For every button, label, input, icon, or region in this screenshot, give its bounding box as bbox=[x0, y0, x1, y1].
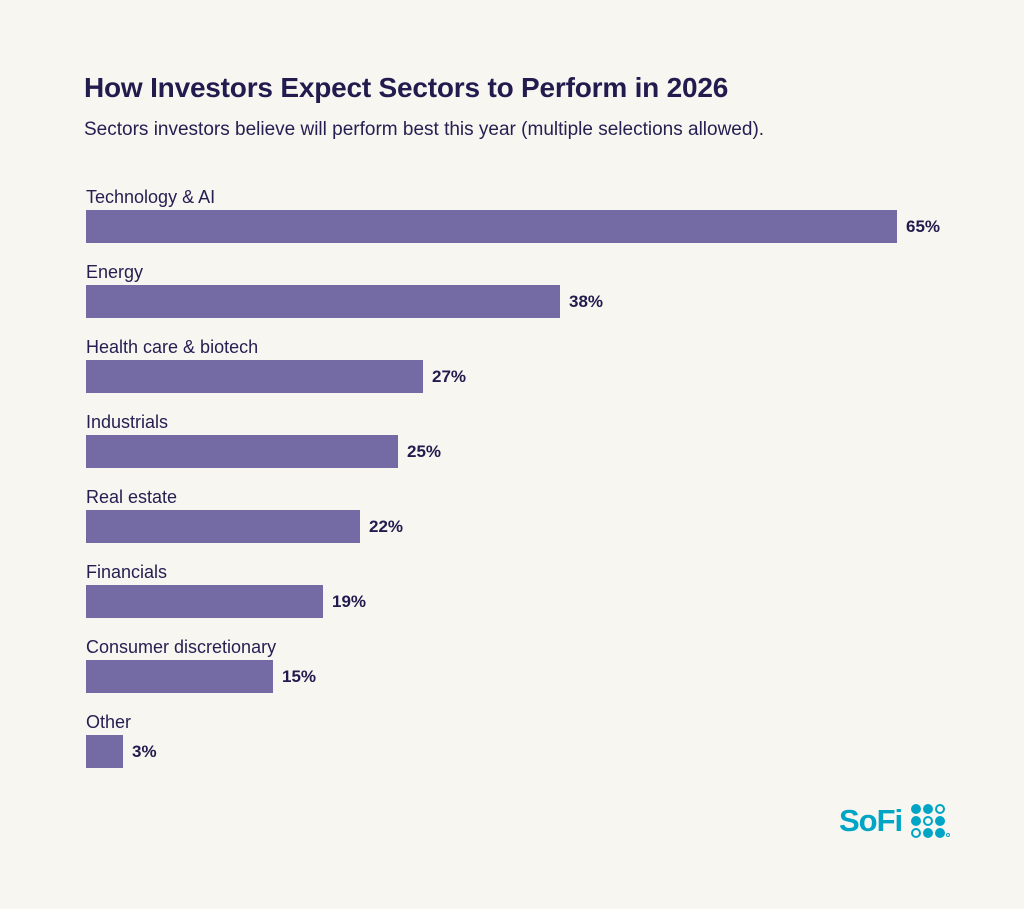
logo-dot-outline bbox=[923, 816, 934, 826]
bar-track: 15% bbox=[86, 660, 986, 693]
bar bbox=[86, 585, 323, 618]
bar-label: Health care & biotech bbox=[86, 337, 259, 357]
bar bbox=[86, 660, 273, 693]
logo-dot-filled bbox=[923, 804, 934, 814]
bar-track: 25% bbox=[86, 435, 986, 468]
bar-row: Other 3% bbox=[86, 711, 986, 786]
bar-value: 65% bbox=[906, 216, 941, 236]
bar-track: 3% bbox=[86, 735, 986, 768]
bar-label: Technology & AI bbox=[86, 187, 216, 207]
logo-dot-outline bbox=[935, 804, 946, 814]
bar-chart: Technology & AI 65% Energy 38% Health care &… bbox=[86, 186, 986, 786]
bar bbox=[86, 510, 360, 543]
bar-label: Energy bbox=[86, 262, 144, 282]
chart-title: How Investors Expect Sectors to Perform … bbox=[84, 72, 729, 103]
bar-track: 19% bbox=[86, 585, 986, 618]
bar-value: 27% bbox=[432, 366, 467, 386]
bar-row: Real estate 22% bbox=[86, 486, 986, 561]
logo-dot-outline bbox=[911, 828, 922, 838]
bar-row: Health care & biotech 27% bbox=[86, 336, 986, 411]
sofi-dots-icon bbox=[911, 804, 946, 838]
logo-dot-filled bbox=[935, 816, 946, 826]
bar-label: Real estate bbox=[86, 487, 178, 507]
bar-value: 25% bbox=[407, 441, 442, 461]
bar-value: 22% bbox=[369, 516, 404, 536]
chart-subtitle: Sectors investors believe will perform b… bbox=[84, 119, 765, 140]
bar-track: 38% bbox=[86, 285, 986, 318]
sofi-logo: SoFi bbox=[839, 802, 951, 840]
bar bbox=[86, 360, 423, 393]
bar-value: 15% bbox=[282, 666, 317, 686]
registered-mark-icon bbox=[946, 833, 951, 837]
bar-track: 65% bbox=[86, 210, 986, 243]
bar-value: 19% bbox=[332, 591, 367, 611]
logo-dot-filled bbox=[935, 828, 946, 838]
logo-dot-filled bbox=[911, 816, 922, 826]
bar-row: Energy 38% bbox=[86, 261, 986, 336]
bar-value: 3% bbox=[132, 741, 157, 761]
bar-row: Industrials 25% bbox=[86, 411, 986, 486]
bar bbox=[86, 210, 897, 243]
bar-track: 22% bbox=[86, 510, 986, 543]
bar-label: Other bbox=[86, 712, 132, 732]
bar bbox=[86, 435, 398, 468]
bar-label: Financials bbox=[86, 562, 168, 582]
bar-label: Consumer discretionary bbox=[86, 637, 277, 657]
logo-dot-filled bbox=[911, 804, 922, 814]
bar-row: Consumer discretionary 15% bbox=[86, 636, 986, 711]
bar-label: Industrials bbox=[86, 412, 169, 432]
bar bbox=[86, 285, 560, 318]
bar-row: Technology & AI 65% bbox=[86, 186, 986, 261]
bar-value: 38% bbox=[569, 291, 604, 311]
bar-track: 27% bbox=[86, 360, 986, 393]
logo-dot-filled bbox=[923, 828, 934, 838]
bar-row: Financials 19% bbox=[86, 561, 986, 636]
sofi-wordmark: SoFi bbox=[839, 803, 903, 838]
bar bbox=[86, 735, 123, 768]
